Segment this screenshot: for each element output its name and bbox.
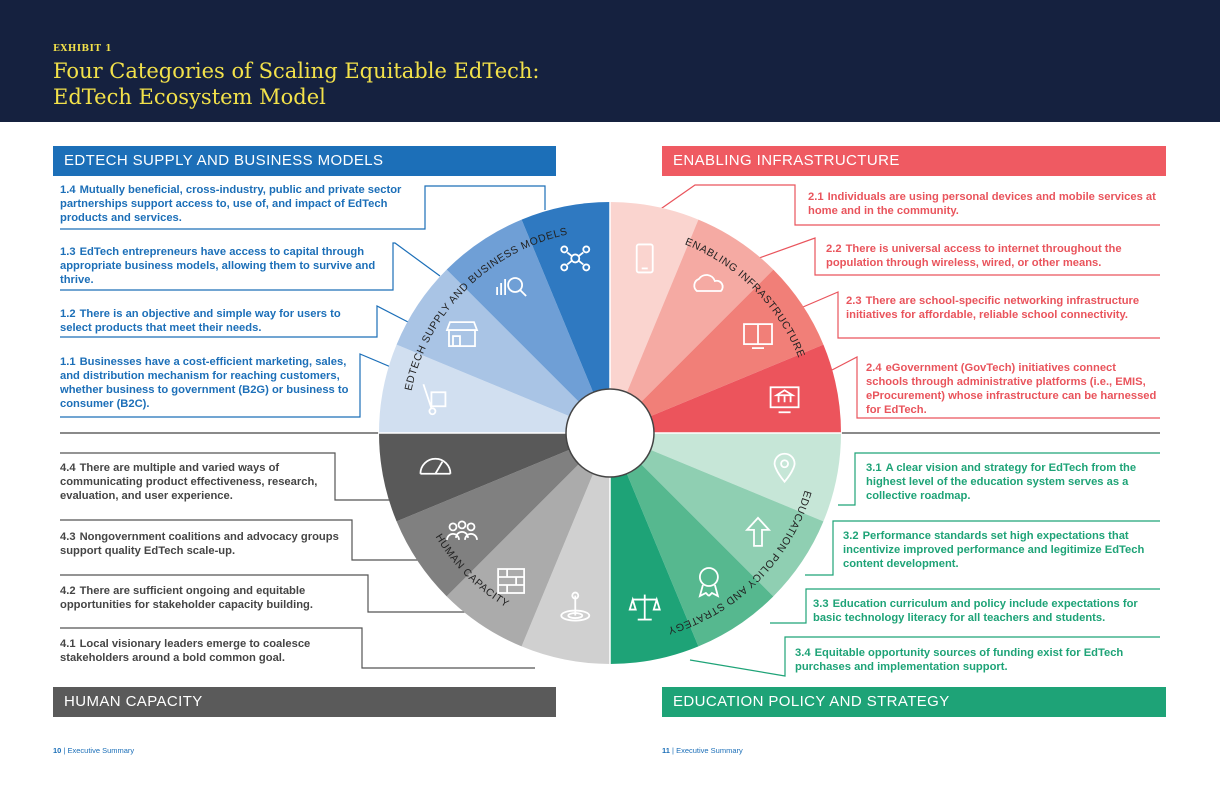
brick-wall-icon (497, 568, 526, 594)
wheel-segment-4-4 (379, 433, 610, 522)
wheel-segment-2-4 (610, 344, 841, 433)
item-text: Businesses have a cost-efficient marketi… (60, 356, 349, 410)
item-text: Nongovernment coalitions and advocacy gr… (60, 531, 339, 557)
award-ribbon-icon (698, 567, 720, 598)
item-text: Individuals are using personal devices a… (808, 191, 1156, 217)
item-1-2: 1.2 There is an objective and simple way … (60, 307, 375, 335)
page-number: 11 (662, 746, 670, 755)
wheel-segment-1-4 (521, 202, 610, 433)
item-number: 3.1 (866, 462, 882, 474)
footer-left: 10 | Executive Summary (53, 746, 135, 755)
item-number: 2.1 (808, 191, 824, 203)
item-number: 1.3 (60, 246, 76, 258)
item-text: There is an objective and simple way for… (60, 308, 341, 334)
item-number: 1.2 (60, 308, 76, 320)
item-3-3: 3.3 Education curriculum and policy inclu… (813, 597, 1165, 625)
wheel-segment-4-2 (446, 433, 610, 647)
banner-policy: EDUCATION POLICY AND STRATEGY (662, 687, 1166, 717)
balance-scale-icon (628, 594, 661, 621)
item-text: There is universal access to internet th… (826, 243, 1122, 269)
item-number: 1.1 (60, 356, 76, 368)
item-text: A clear vision and strategy for EdTech f… (866, 462, 1137, 502)
item-2-1: 2.1 Individuals are using personal device… (808, 190, 1158, 218)
wheel-segment-2-1 (610, 202, 699, 433)
wheel-segment-1-3 (446, 219, 610, 433)
item-4-4: 4.4 There are multiple and varied ways of… (60, 461, 332, 503)
investment-search-icon (496, 277, 527, 297)
up-arrow-icon (744, 516, 772, 547)
item-number: 2.3 (846, 295, 862, 307)
item-number: 2.4 (866, 362, 882, 374)
item-number: 1.4 (60, 184, 76, 196)
item-4-3: 4.3 Nongovernment coalitions and advocacy… (60, 530, 350, 558)
item-4-1: 4.1 Local visionary leaders emerge to coa… (60, 637, 360, 665)
item-1-1: 1.1 Businesses have a cost-efficient mark… (60, 355, 358, 411)
item-text: Performance standards set high expectati… (843, 530, 1145, 570)
group-people-icon (446, 520, 478, 541)
item-text: Mutually beneficial, cross-industry, pub… (60, 184, 402, 224)
item-3-2: 3.2 Performance standards set high expect… (843, 529, 1153, 571)
item-text: There are school-specific networking inf… (846, 295, 1140, 321)
wheel-segment-1-1 (379, 344, 610, 433)
title-line-1: Four Categories of Scaling Equitable EdT… (53, 59, 540, 83)
item-1-3: 1.3 EdTech entrepreneurs have access to c… (60, 245, 390, 287)
item-text: Local visionary leaders emerge to coales… (60, 638, 311, 664)
item-number: 4.4 (60, 462, 76, 474)
banner-human: HUMAN CAPACITY (53, 687, 556, 717)
cloud-connection-icon (693, 274, 724, 292)
item-3-4: 3.4 Equitable opportunity sources of fund… (795, 646, 1135, 674)
page-number: 10 (53, 746, 62, 755)
item-3-1: 3.1 A clear vision and strategy for EdTec… (866, 461, 1160, 503)
item-2-4: 2.4 eGovernment (GovTech) initiatives con… (866, 361, 1160, 417)
title-line-2: EdTech Ecosystem Model (53, 85, 326, 109)
location-pin-icon (773, 452, 796, 484)
wheel-segment-3-3 (610, 433, 774, 647)
wheel-segment-3-2 (610, 433, 824, 597)
footer-label: Executive Summary (67, 746, 135, 755)
item-number: 2.2 (826, 243, 842, 255)
storefront-icon (445, 321, 479, 348)
item-number: 3.4 (795, 647, 811, 659)
item-text: There are sufficient ongoing and equitab… (60, 585, 313, 611)
item-text: Education curriculum and policy include … (813, 598, 1138, 624)
network-people-icon (560, 245, 591, 272)
gauge-icon (419, 457, 452, 475)
wheel-segment-3-4 (610, 433, 699, 664)
item-text: Equitable opportunity sources of funding… (795, 647, 1124, 673)
item-number: 4.3 (60, 531, 76, 543)
book-screen-icon (743, 323, 773, 350)
item-number: 4.1 (60, 638, 76, 650)
wheel-segment-4-1 (521, 433, 610, 664)
page-title: Four Categories of Scaling Equitable EdT… (53, 58, 540, 110)
mobile-phone-icon (635, 243, 654, 274)
item-text: EdTech entrepreneurs have access to capi… (60, 246, 376, 286)
wheel-segment-4-3 (396, 433, 610, 597)
item-2-2: 2.2 There is universal access to internet… (826, 242, 1160, 270)
banner-supply: EDTECH SUPPLY AND BUSINESS MODELS (53, 146, 556, 176)
government-screen-icon (769, 386, 800, 414)
wheel-segment-3-1 (610, 433, 841, 522)
item-2-3: 2.3 There are school-specific networking … (846, 294, 1146, 322)
item-number: 3.3 (813, 598, 829, 610)
item-number: 3.2 (843, 530, 859, 542)
footer-right: 11 | Executive Summary (662, 746, 743, 755)
item-text: eGovernment (GovTech) initiatives connec… (866, 362, 1157, 416)
goal-target-icon (560, 591, 591, 622)
exhibit-label: EXHIBIT 1 (53, 44, 112, 54)
wheel-segment-2-3 (610, 269, 824, 433)
wheel-segment-1-2 (396, 269, 610, 433)
wheel-segment-2-2 (610, 219, 774, 433)
header-band (0, 0, 1220, 122)
footer-label: Executive Summary (676, 746, 743, 755)
item-text: There are multiple and varied ways of co… (60, 462, 318, 502)
hand-truck-icon (422, 383, 447, 416)
wheel-center (565, 388, 655, 478)
banner-infrastructure: ENABLING INFRASTRUCTURE (662, 146, 1166, 176)
item-number: 4.2 (60, 585, 76, 597)
item-4-2: 4.2 There are sufficient ongoing and equi… (60, 584, 366, 612)
item-1-4: 1.4 Mutually beneficial, cross-industry, … (60, 183, 420, 225)
